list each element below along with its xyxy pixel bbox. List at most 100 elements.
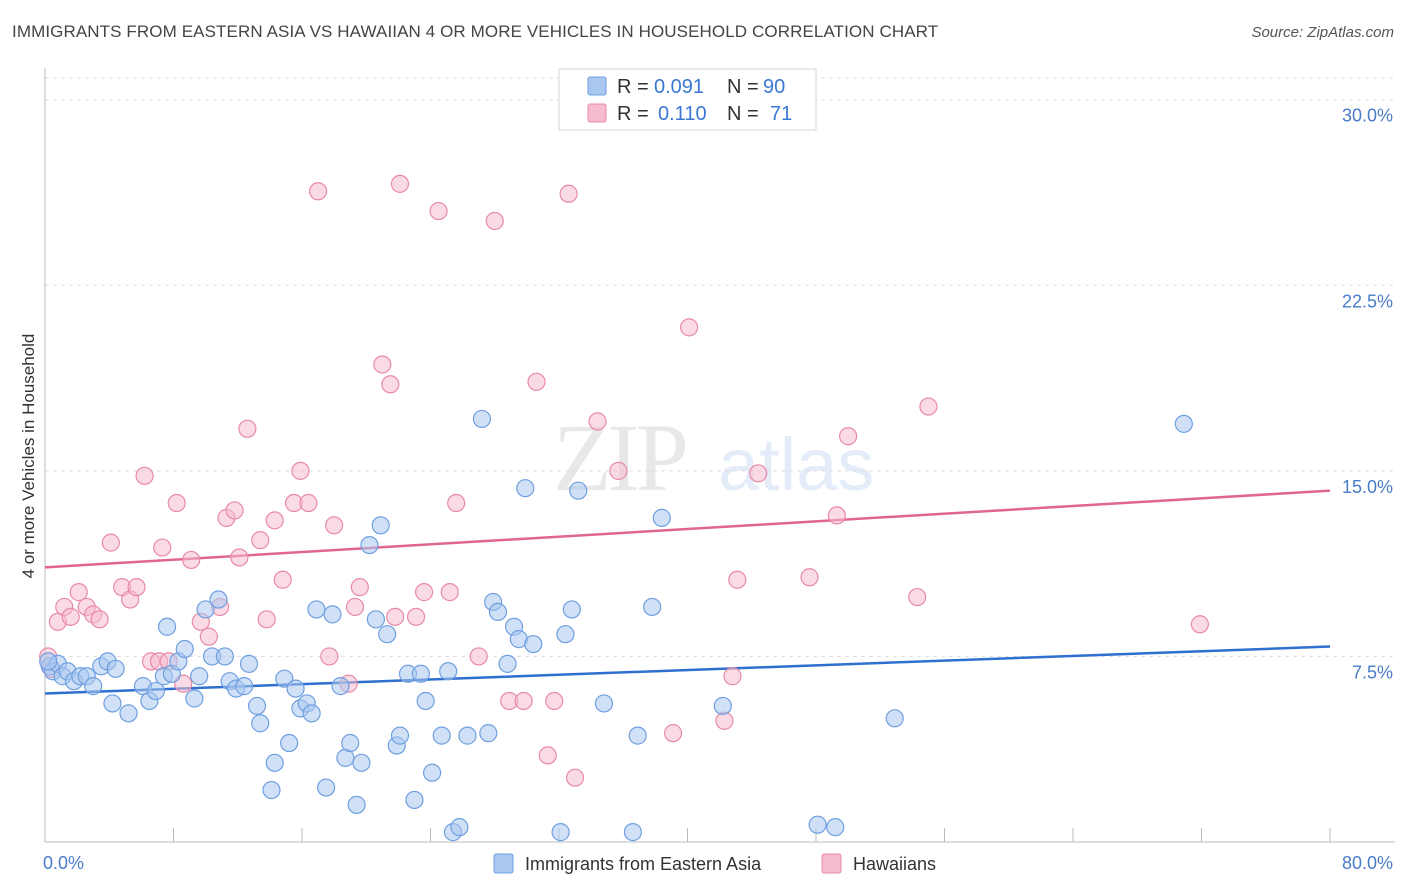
pink-point <box>440 583 459 602</box>
pink-point <box>390 174 410 193</box>
blue-point <box>265 753 284 772</box>
pink-point <box>273 570 292 589</box>
pink-point <box>251 531 270 550</box>
bottom-legend: Immigrants from Eastern Asia Hawaiians <box>493 853 936 874</box>
pink-point <box>373 355 392 374</box>
pink-point <box>485 211 504 231</box>
blue-point <box>106 659 125 678</box>
blue-point <box>175 639 194 659</box>
legend-r-label-2: R = <box>617 103 649 125</box>
pink-point <box>919 397 938 416</box>
x-tick-label-end: 80.0% <box>1342 853 1393 873</box>
pink-point <box>406 607 426 626</box>
blue-point <box>103 694 122 713</box>
blue-point <box>39 652 58 671</box>
pink-point <box>469 647 488 666</box>
legend-n-label-1: N = <box>727 76 759 98</box>
pink-point <box>345 597 365 617</box>
y-tick-label: 30.0% <box>1342 106 1393 126</box>
pink-point <box>723 667 742 686</box>
pink-point <box>447 493 466 513</box>
data-points <box>39 174 1209 842</box>
blue-point <box>352 753 371 772</box>
pink-point <box>429 201 448 221</box>
pink-point <box>839 427 858 446</box>
blue-point <box>808 815 827 834</box>
pink-point <box>538 746 557 765</box>
pink-point <box>386 607 405 626</box>
blue-point <box>331 677 350 696</box>
pink-point <box>90 610 109 629</box>
blue-point <box>209 590 228 609</box>
legend-r-value-1: 0.091 <box>654 76 704 98</box>
axes: 7.5% 15.0% 22.5% 30.0% 0.0% 80.0% <box>43 68 1395 873</box>
pink-point <box>908 587 927 607</box>
pink-point <box>135 466 154 485</box>
pink-point <box>69 583 88 602</box>
blue-point <box>302 704 321 723</box>
blue-point <box>516 479 535 498</box>
blue-point <box>157 617 177 636</box>
blue-point <box>439 662 458 681</box>
bottom-legend-swatch-pink <box>821 853 842 874</box>
blue-point <box>562 600 581 619</box>
bottom-legend-label-2: Hawaiians <box>853 854 936 874</box>
pink-point <box>238 419 257 438</box>
pink-point <box>588 412 607 431</box>
blue-point <box>347 795 366 814</box>
blue-point <box>594 694 614 713</box>
blue-point <box>556 625 575 644</box>
blue-point <box>524 634 543 654</box>
pink-point <box>749 464 768 483</box>
blue-point <box>411 664 430 683</box>
blue-point <box>280 733 299 753</box>
blue-point <box>235 677 254 696</box>
blue-point <box>479 724 498 743</box>
blue-point <box>713 696 732 716</box>
pink-point <box>514 691 533 711</box>
pink-point <box>527 372 546 391</box>
pink-point <box>381 375 400 394</box>
pink-point <box>800 568 819 587</box>
pink-point <box>308 182 328 201</box>
blue-point <box>628 726 647 745</box>
y-tick-label: 22.5% <box>1342 291 1393 311</box>
blue-point <box>371 516 390 535</box>
pink-point <box>265 511 284 530</box>
blue-point <box>196 600 215 619</box>
blue-point <box>84 677 103 696</box>
pink-point <box>827 506 846 525</box>
blue-point <box>247 696 267 716</box>
blue-point <box>146 681 165 701</box>
pink-point <box>101 533 120 552</box>
legend-r-label-1: R = <box>617 76 649 98</box>
x-tick-label-start: 0.0% <box>43 853 84 873</box>
blue-point <box>643 597 662 617</box>
bottom-legend-swatch-blue <box>493 853 514 874</box>
legend-n-value-2: 71 <box>770 103 792 125</box>
trend-lines <box>44 489 1331 695</box>
blue-point <box>826 818 845 837</box>
pink-point <box>225 501 244 520</box>
blue-point <box>405 790 424 810</box>
pink-point <box>291 461 310 480</box>
pink-point <box>167 493 186 513</box>
legend-n-label-2: N = <box>727 103 759 125</box>
legend-r-value-2: 0.110 <box>658 103 707 125</box>
pink-point <box>61 607 80 626</box>
pink-point <box>199 627 218 646</box>
source-label: Source: ZipAtlas.com <box>1251 24 1394 41</box>
blue-point <box>185 689 204 708</box>
pink-point <box>153 538 172 557</box>
blue-point <box>378 625 397 644</box>
legend: R = 0.091 N = 90 R = 0.110 N = 71 <box>558 68 817 131</box>
chart-title: IMMIGRANTS FROM EASTERN ASIA VS HAWAIIAN… <box>12 22 939 41</box>
blue-point <box>323 605 342 624</box>
pink-point <box>663 724 683 743</box>
pink-point <box>559 184 578 203</box>
blue-point <box>190 667 209 686</box>
blue-point <box>366 610 385 629</box>
blue-point <box>432 726 451 745</box>
blue-point <box>450 818 469 837</box>
